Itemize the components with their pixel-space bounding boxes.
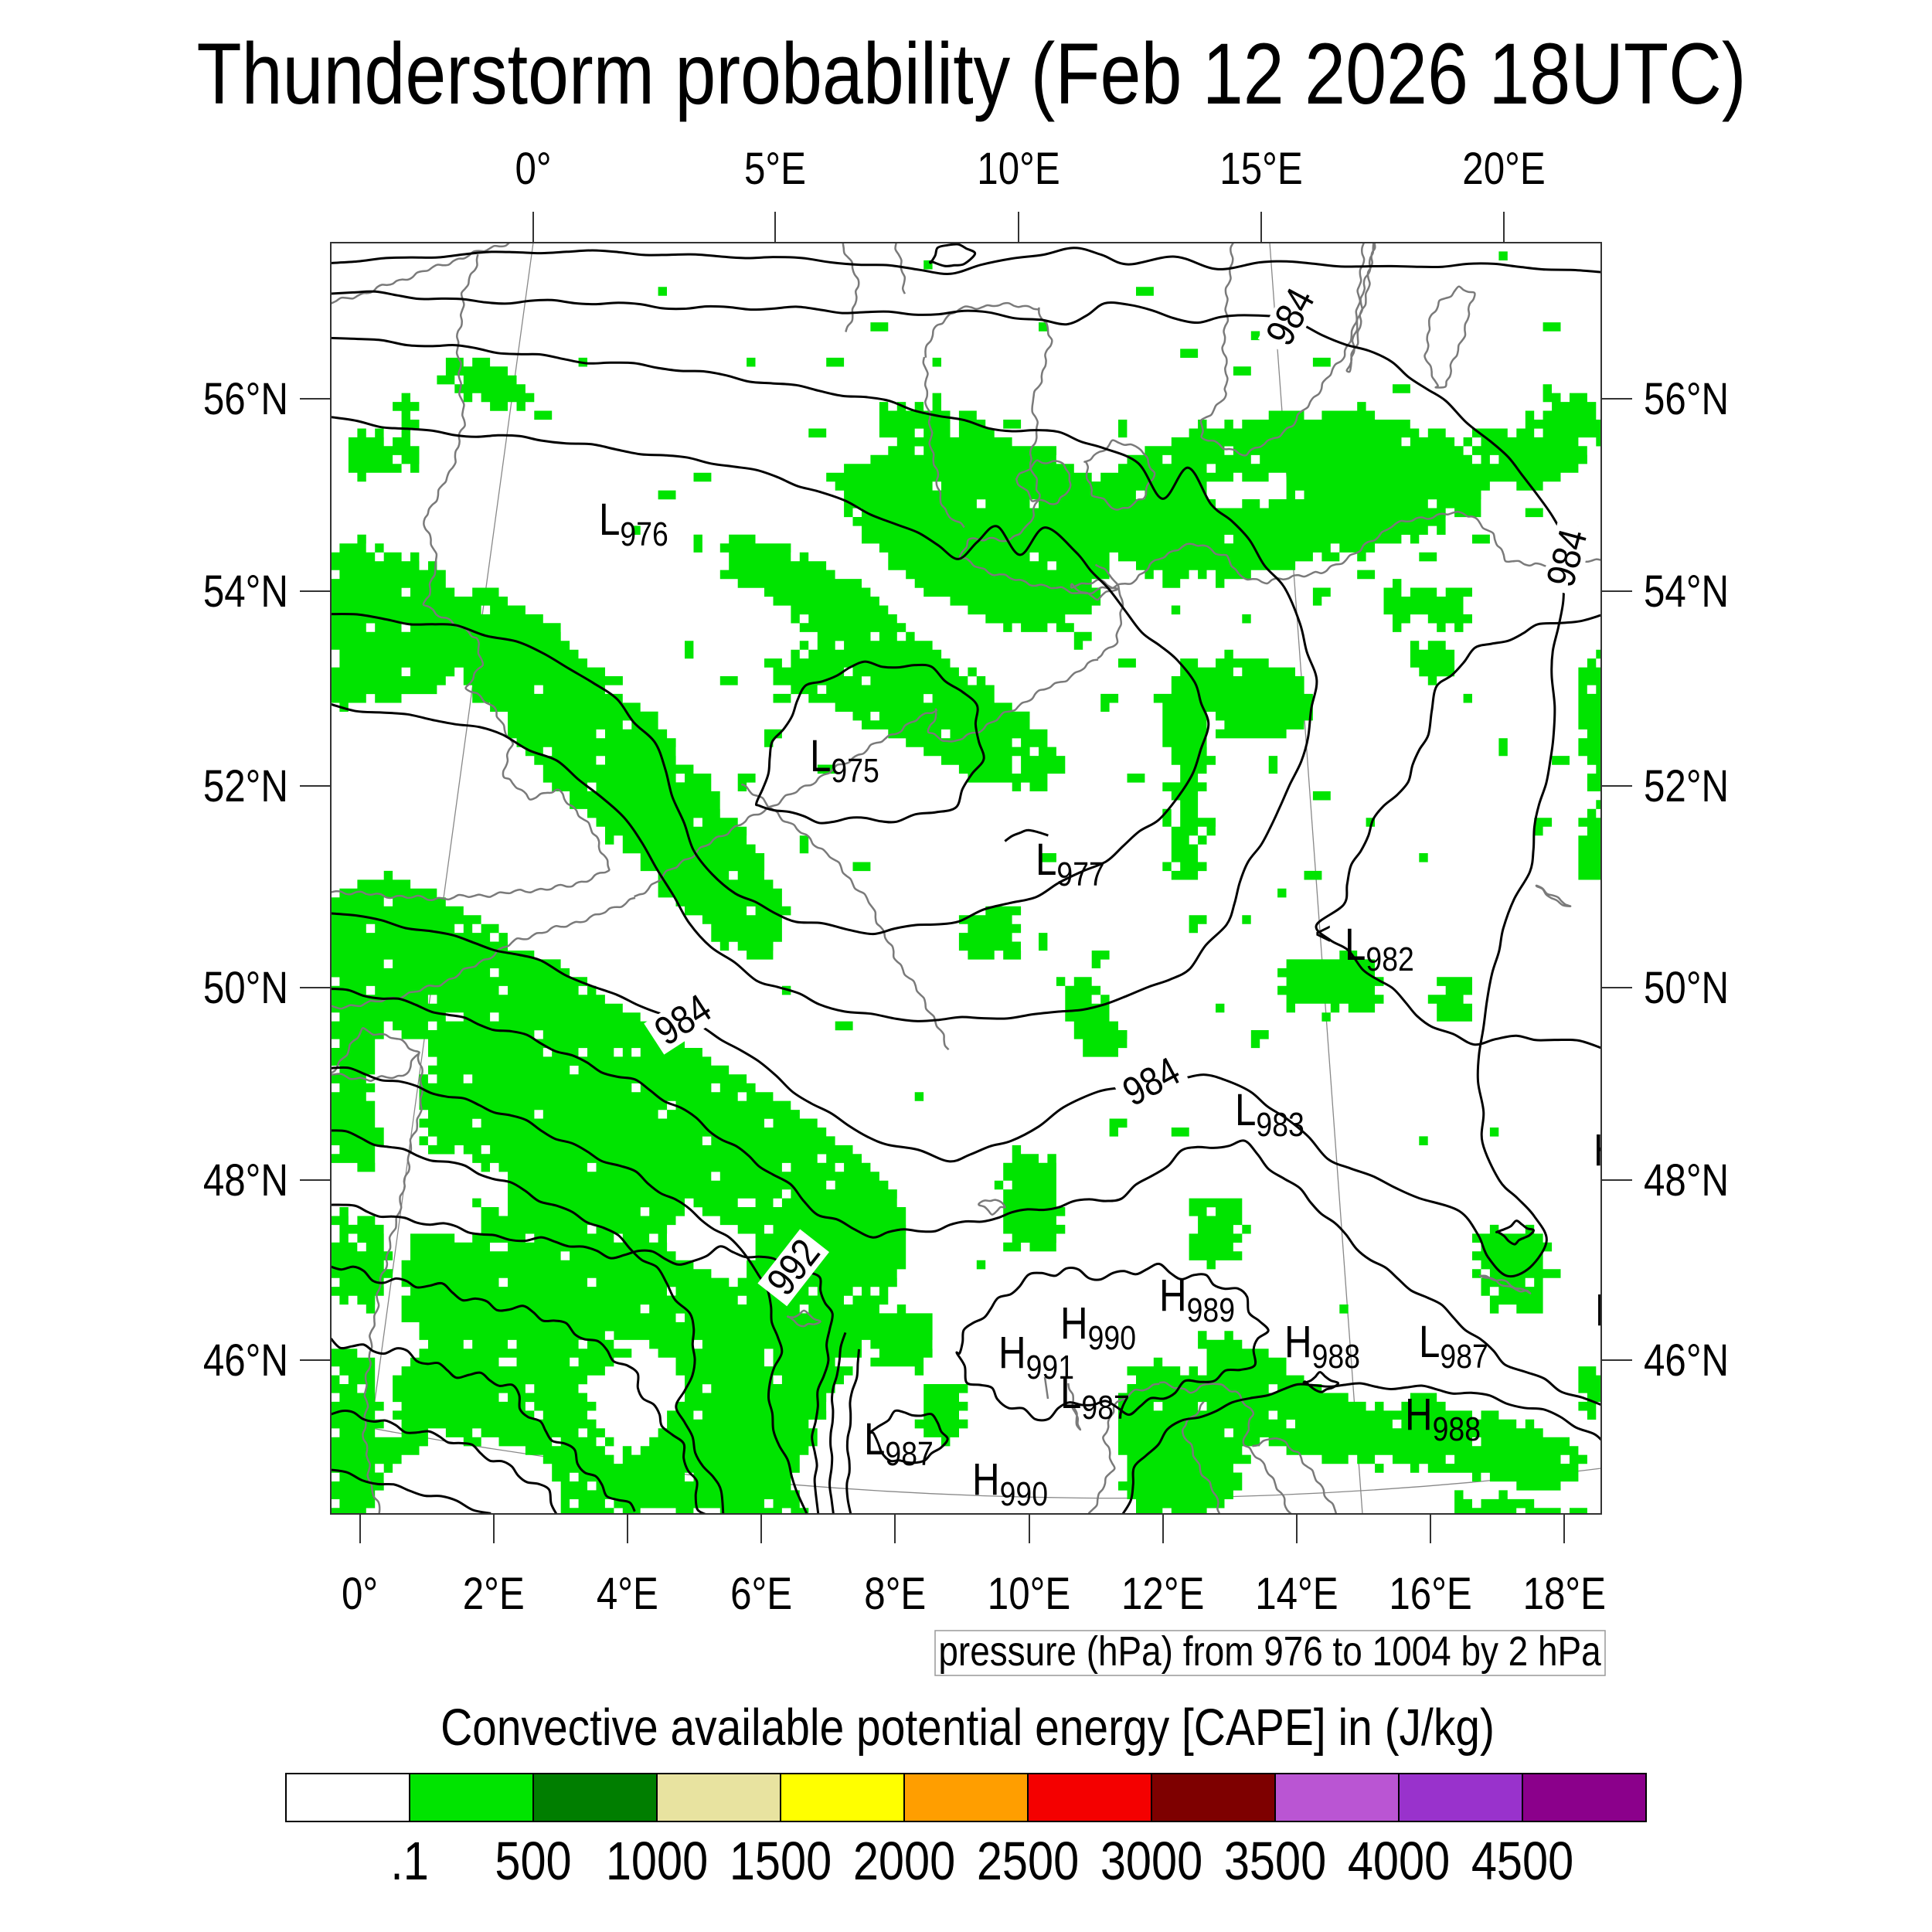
svg-text:2000: 2000 bbox=[853, 1830, 955, 1891]
svg-text:56°N: 56°N bbox=[203, 374, 288, 424]
svg-text:52°N: 52°N bbox=[1644, 761, 1729, 811]
svg-text:10°E: 10°E bbox=[988, 1569, 1070, 1619]
svg-text:8°E: 8°E bbox=[864, 1569, 926, 1619]
svg-text:48°N: 48°N bbox=[203, 1155, 288, 1206]
svg-text:56°N: 56°N bbox=[1644, 374, 1729, 424]
svg-text:<: < bbox=[1315, 916, 1332, 951]
svg-text:500: 500 bbox=[495, 1830, 571, 1891]
svg-text:3000: 3000 bbox=[1100, 1830, 1202, 1891]
svg-text:54°N: 54°N bbox=[1644, 566, 1729, 617]
svg-text:50°N: 50°N bbox=[203, 963, 288, 1013]
svg-text:.1: .1 bbox=[390, 1830, 429, 1891]
svg-text:0°: 0° bbox=[342, 1569, 378, 1619]
svg-text:16°E: 16°E bbox=[1389, 1569, 1471, 1619]
svg-text:18°E: 18°E bbox=[1523, 1569, 1606, 1619]
svg-text:6°E: 6°E bbox=[730, 1569, 792, 1619]
svg-text:3500: 3500 bbox=[1224, 1830, 1326, 1891]
svg-text:46°N: 46°N bbox=[1644, 1335, 1729, 1386]
svg-text:Thunderstorm probability (Feb: Thunderstorm probability (Feb 12 2026 18… bbox=[196, 26, 1746, 123]
svg-text:46°N: 46°N bbox=[203, 1335, 288, 1386]
svg-text:4500: 4500 bbox=[1471, 1830, 1573, 1891]
svg-text:4000: 4000 bbox=[1348, 1830, 1450, 1891]
svg-text:0°: 0° bbox=[515, 144, 551, 194]
svg-text:5°E: 5°E bbox=[744, 144, 806, 194]
svg-text:L975: L975 bbox=[810, 731, 879, 789]
svg-text:H989: H989 bbox=[1159, 1270, 1235, 1328]
svg-text:4°E: 4°E bbox=[597, 1569, 658, 1619]
svg-text:pressure (hPa) from 976 to 100: pressure (hPa) from 976 to 1004 by 2 hPa bbox=[938, 1628, 1600, 1675]
svg-text:H: H bbox=[1594, 1125, 1621, 1175]
svg-text:54°N: 54°N bbox=[203, 566, 288, 617]
svg-text:10°E: 10°E bbox=[977, 144, 1060, 194]
svg-text:20°E: 20°E bbox=[1462, 144, 1545, 194]
svg-text:1000: 1000 bbox=[606, 1830, 708, 1891]
svg-text:14°E: 14°E bbox=[1255, 1569, 1338, 1619]
svg-text:H: H bbox=[1595, 1285, 1623, 1335]
svg-text:2°E: 2°E bbox=[463, 1569, 525, 1619]
svg-text:50°N: 50°N bbox=[1644, 963, 1729, 1013]
svg-text:1500: 1500 bbox=[730, 1830, 832, 1891]
svg-text:2500: 2500 bbox=[977, 1830, 1079, 1891]
svg-text:12°E: 12°E bbox=[1121, 1569, 1204, 1619]
svg-text:15°E: 15°E bbox=[1219, 144, 1302, 194]
svg-text:Convective available potential: Convective available potential energy [C… bbox=[440, 1699, 1495, 1757]
svg-text:48°N: 48°N bbox=[1644, 1155, 1729, 1206]
svg-text:52°N: 52°N bbox=[203, 761, 288, 811]
